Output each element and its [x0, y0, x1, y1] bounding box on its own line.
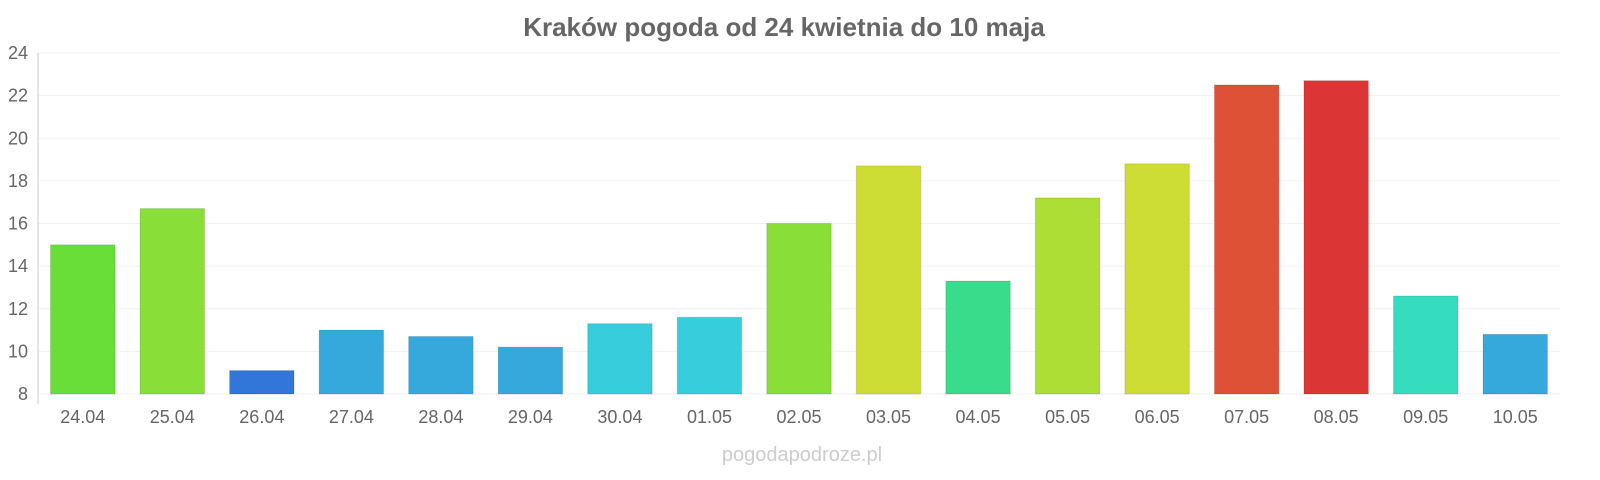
y-tick-label: 24	[8, 43, 28, 63]
x-tick-label: 28.04	[418, 407, 463, 427]
bar-25.04[interactable]	[139, 208, 206, 395]
bar-04.05[interactable]	[945, 280, 1011, 395]
y-tick-label: 8	[18, 384, 28, 404]
bars	[50, 80, 1548, 395]
bar-26.04[interactable]	[229, 370, 295, 395]
y-axis-ticks: 8 10 12 14 16 18 20 22 24	[8, 43, 28, 404]
x-tick-label: 24.04	[60, 407, 105, 427]
x-tick-label: 08.05	[1314, 407, 1359, 427]
y-tick-label: 12	[8, 299, 28, 319]
bar-28.04[interactable]	[408, 335, 474, 395]
x-tick-label: 26.04	[239, 407, 284, 427]
bar-10.05[interactable]	[1482, 333, 1548, 395]
x-tick-label: 01.05	[687, 407, 732, 427]
y-tick-label: 10	[8, 341, 28, 361]
x-tick-label: 10.05	[1493, 407, 1538, 427]
y-tick-label: 22	[8, 86, 28, 106]
x-tick-label: 06.05	[1135, 407, 1180, 427]
bar-09.05[interactable]	[1392, 295, 1459, 395]
bar-07.05[interactable]	[1213, 84, 1280, 395]
bar-08.05[interactable]	[1303, 80, 1369, 395]
x-tick-label: 09.05	[1403, 407, 1448, 427]
bar-06.05[interactable]	[1124, 163, 1190, 395]
watermark: pogodapodroze.pl	[722, 444, 882, 466]
bar-01.05[interactable]	[676, 316, 743, 395]
bar-30.04[interactable]	[587, 323, 653, 395]
y-tick-label: 14	[8, 256, 28, 276]
x-axis-ticks: 24.04 25.04 26.04 27.04 28.04 29.04 30.04 01.05…	[60, 407, 1538, 427]
x-tick-label: 02.05	[776, 407, 821, 427]
x-tick-label: 04.05	[956, 407, 1001, 427]
bar-02.05[interactable]	[766, 223, 832, 395]
chart-title: Kraków pogoda od 24 kwietnia do 10 maja	[523, 12, 1045, 42]
bar-29.04[interactable]	[497, 346, 564, 395]
bar-03.05[interactable]	[855, 165, 922, 395]
x-tick-label: 29.04	[508, 407, 553, 427]
x-tick-label: 30.04	[597, 407, 642, 427]
x-tick-label: 27.04	[329, 407, 374, 427]
x-tick-label: 07.05	[1224, 407, 1269, 427]
x-tick-label: 03.05	[866, 407, 911, 427]
x-tick-label: 05.05	[1045, 407, 1090, 427]
y-tick-label: 16	[8, 214, 28, 234]
y-tick-label: 20	[8, 128, 28, 148]
x-tick-label: 25.04	[150, 407, 195, 427]
bar-24.04[interactable]	[50, 244, 116, 395]
bar-27.04[interactable]	[318, 329, 385, 395]
bar-05.05[interactable]	[1034, 197, 1101, 395]
y-tick-label: 18	[8, 171, 28, 191]
